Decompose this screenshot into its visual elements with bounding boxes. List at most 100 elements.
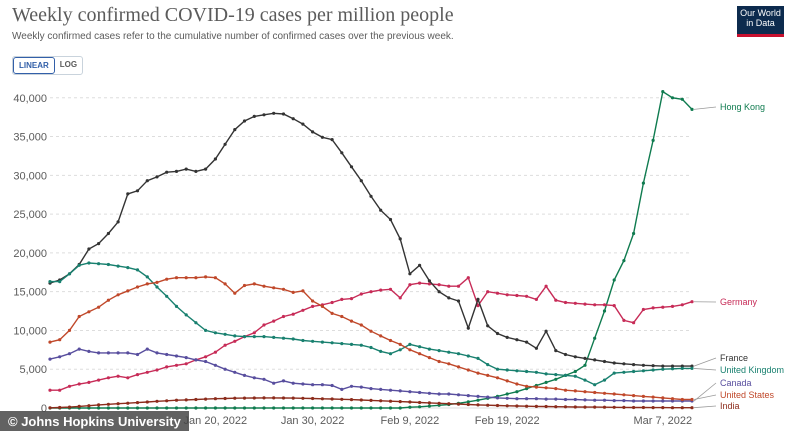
data-point <box>632 363 636 367</box>
data-point <box>155 175 159 179</box>
data-point <box>213 363 217 367</box>
data-point <box>281 336 286 340</box>
legend-leader-line <box>693 368 717 371</box>
data-point <box>690 366 694 370</box>
data-point <box>233 339 237 343</box>
data-point <box>97 242 101 246</box>
data-point <box>456 352 461 356</box>
data-point <box>213 157 217 161</box>
data-point <box>544 284 548 288</box>
data-point <box>505 368 509 372</box>
data-point <box>505 335 509 339</box>
x-tick-label: Jan 30, 2022 <box>281 415 345 427</box>
series-line <box>49 112 692 367</box>
legend-label: Hong Kong <box>720 102 765 112</box>
data-point <box>680 397 684 402</box>
data-point <box>252 335 256 339</box>
data-point <box>408 283 412 287</box>
data-point <box>505 396 509 400</box>
data-point <box>272 406 276 410</box>
legend-label: United Kingdom <box>720 365 784 375</box>
data-point <box>320 135 324 139</box>
data-point <box>252 331 256 335</box>
legend-leader-line <box>693 394 717 400</box>
data-point <box>641 369 646 373</box>
data-point <box>437 359 441 364</box>
data-point <box>651 368 655 372</box>
source-credit: © Johns Hopkins University <box>0 411 189 431</box>
data-point <box>437 401 441 405</box>
data-point <box>194 406 198 410</box>
data-point <box>525 384 529 388</box>
log-scale-button[interactable]: LOG <box>59 60 78 69</box>
data-point <box>281 379 286 383</box>
data-point <box>359 292 363 296</box>
data-point <box>87 404 91 408</box>
data-point <box>330 300 334 305</box>
data-point <box>301 406 305 410</box>
data-point <box>291 396 295 400</box>
data-point <box>58 280 62 284</box>
data-point <box>311 396 315 401</box>
data-point <box>690 406 694 410</box>
data-point <box>641 363 646 367</box>
data-point <box>447 284 451 288</box>
data-point <box>145 275 149 279</box>
data-point <box>563 373 568 377</box>
data-point <box>184 362 188 366</box>
y-tick-label: 35,000 <box>13 132 47 144</box>
data-point <box>651 364 655 368</box>
data-point <box>573 369 577 374</box>
data-point <box>242 396 247 400</box>
data-point <box>320 397 324 401</box>
data-point <box>320 340 324 344</box>
linear-scale-button[interactable]: LINEAR <box>13 57 55 74</box>
data-point <box>135 406 140 410</box>
data-point <box>602 398 607 402</box>
data-point <box>418 345 422 349</box>
data-point <box>311 304 315 308</box>
data-point <box>447 296 451 300</box>
data-point <box>427 391 431 395</box>
data-point <box>476 394 480 398</box>
data-point <box>612 278 616 282</box>
data-point <box>447 402 451 406</box>
owid-logo[interactable]: Our World in Data <box>737 6 784 37</box>
data-point <box>466 394 470 398</box>
data-point <box>593 336 597 340</box>
data-point <box>242 335 247 339</box>
data-point <box>77 347 81 351</box>
data-point <box>476 398 480 402</box>
data-point <box>349 165 354 169</box>
data-point <box>116 402 120 406</box>
data-point <box>67 352 72 356</box>
data-point <box>379 288 383 292</box>
data-point <box>126 192 130 196</box>
data-point <box>223 396 227 401</box>
data-point <box>398 400 402 404</box>
data-point <box>77 404 81 408</box>
data-point <box>408 390 412 394</box>
data-point <box>204 359 208 364</box>
data-point <box>427 279 431 283</box>
data-point <box>369 329 373 333</box>
data-point <box>632 321 636 325</box>
data-point <box>680 364 684 368</box>
data-point <box>359 323 363 327</box>
data-point <box>126 351 130 355</box>
series-line <box>50 262 692 386</box>
data-point <box>447 350 451 354</box>
data-point <box>602 303 607 307</box>
data-point <box>515 397 519 401</box>
data-point <box>359 406 363 410</box>
data-point <box>359 179 363 183</box>
data-point <box>602 405 607 409</box>
data-point <box>408 348 412 352</box>
data-point <box>554 349 558 353</box>
data-point <box>145 370 149 374</box>
legend-leader-line <box>693 357 717 367</box>
data-point <box>349 297 354 301</box>
data-point <box>661 305 665 309</box>
data-point <box>233 396 237 400</box>
data-point <box>573 355 577 359</box>
